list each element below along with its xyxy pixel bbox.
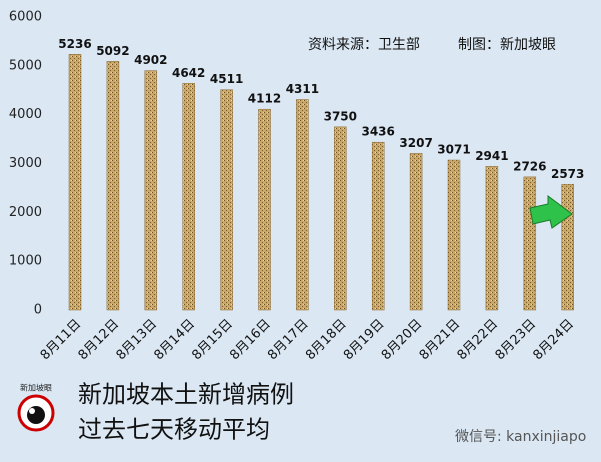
bar: [68, 54, 82, 311]
credit-note: 制图：新加坡眼: [458, 37, 556, 53]
bar: [447, 159, 461, 311]
y-tick-label: 6000: [9, 10, 42, 25]
value-label: 5236: [58, 37, 91, 51]
bar: [371, 141, 385, 311]
y-tick-label: 2000: [9, 205, 42, 220]
value-label: 4642: [172, 66, 205, 80]
bar: [561, 184, 574, 311]
chart-title: 新加坡本土新增病例: [78, 381, 294, 409]
value-label: 2573: [551, 167, 584, 181]
y-tick-label: 4000: [9, 107, 42, 122]
bar: [409, 153, 423, 311]
value-label: 3207: [399, 136, 432, 150]
bar: [258, 108, 271, 311]
logo-text: 新加坡眼: [20, 383, 52, 393]
bar: [144, 70, 158, 311]
value-label: 4902: [134, 53, 167, 67]
value-label: 3436: [361, 125, 394, 139]
bar: [182, 83, 195, 311]
value-label: 2726: [513, 159, 546, 173]
value-label: 5092: [96, 44, 129, 58]
source-note: 资料来源：卫生部: [308, 37, 420, 53]
bar: [485, 166, 499, 311]
logo: 新加坡眼: [17, 383, 55, 432]
y-tick-label: 0: [34, 303, 42, 318]
y-tick-label: 3000: [9, 156, 42, 171]
y-tick-label: 5000: [9, 58, 42, 73]
bar: [220, 89, 233, 311]
value-label: 4511: [210, 72, 243, 86]
arrow: [529, 195, 573, 229]
chart-subtitle: 过去七天移动平均: [78, 416, 270, 444]
bar: [106, 61, 120, 311]
value-label: 2941: [475, 149, 508, 163]
bar: [296, 99, 309, 311]
bar: [523, 176, 537, 311]
watermark: 微信号: kanxinjiapo: [455, 429, 586, 445]
value-label: 3750: [324, 109, 357, 123]
value-label: 3071: [437, 143, 470, 157]
value-label: 4112: [248, 92, 281, 106]
value-label: 4311: [286, 82, 319, 96]
y-tick-label: 1000: [9, 254, 42, 269]
bar: [334, 126, 347, 311]
